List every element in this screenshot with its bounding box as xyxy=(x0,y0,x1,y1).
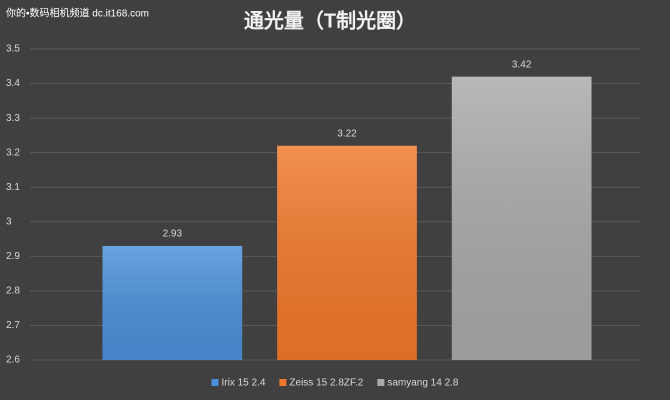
bar-sheen xyxy=(277,145,417,360)
legend-swatch xyxy=(279,379,287,386)
bar-sheen xyxy=(451,76,592,361)
y-tick-label: 3.3 xyxy=(6,113,20,124)
y-tick-label: 3 xyxy=(6,216,12,227)
bar-sheen xyxy=(102,245,243,360)
y-tick-label: 3.4 xyxy=(6,78,20,89)
chart-title: 通光量（T制光圈） xyxy=(244,9,416,32)
value-label: 3.42 xyxy=(512,59,532,70)
value-label: 2.93 xyxy=(163,229,183,240)
legend-swatch xyxy=(377,379,385,386)
y-tick-label: 3.2 xyxy=(6,147,20,158)
y-tick-label: 3.1 xyxy=(6,182,20,193)
legend-label: samyang 14 2.8 xyxy=(387,378,459,389)
y-tick-label: 2.8 xyxy=(6,286,20,297)
y-tick-label: 3.5 xyxy=(6,44,20,55)
y-tick-label: 2.6 xyxy=(6,355,20,366)
y-tick-label: 2.7 xyxy=(6,320,20,331)
legend-label: Irix 15 2.4 xyxy=(221,378,265,389)
y-tick-label: 2.9 xyxy=(6,251,20,262)
legend-label: Zeiss 15 2.8ZF.2 xyxy=(289,378,363,389)
value-label: 3.22 xyxy=(337,128,357,139)
legend-swatch xyxy=(211,379,219,386)
watermark: 你的•数码相机频道 dc.it168.com xyxy=(6,7,149,20)
